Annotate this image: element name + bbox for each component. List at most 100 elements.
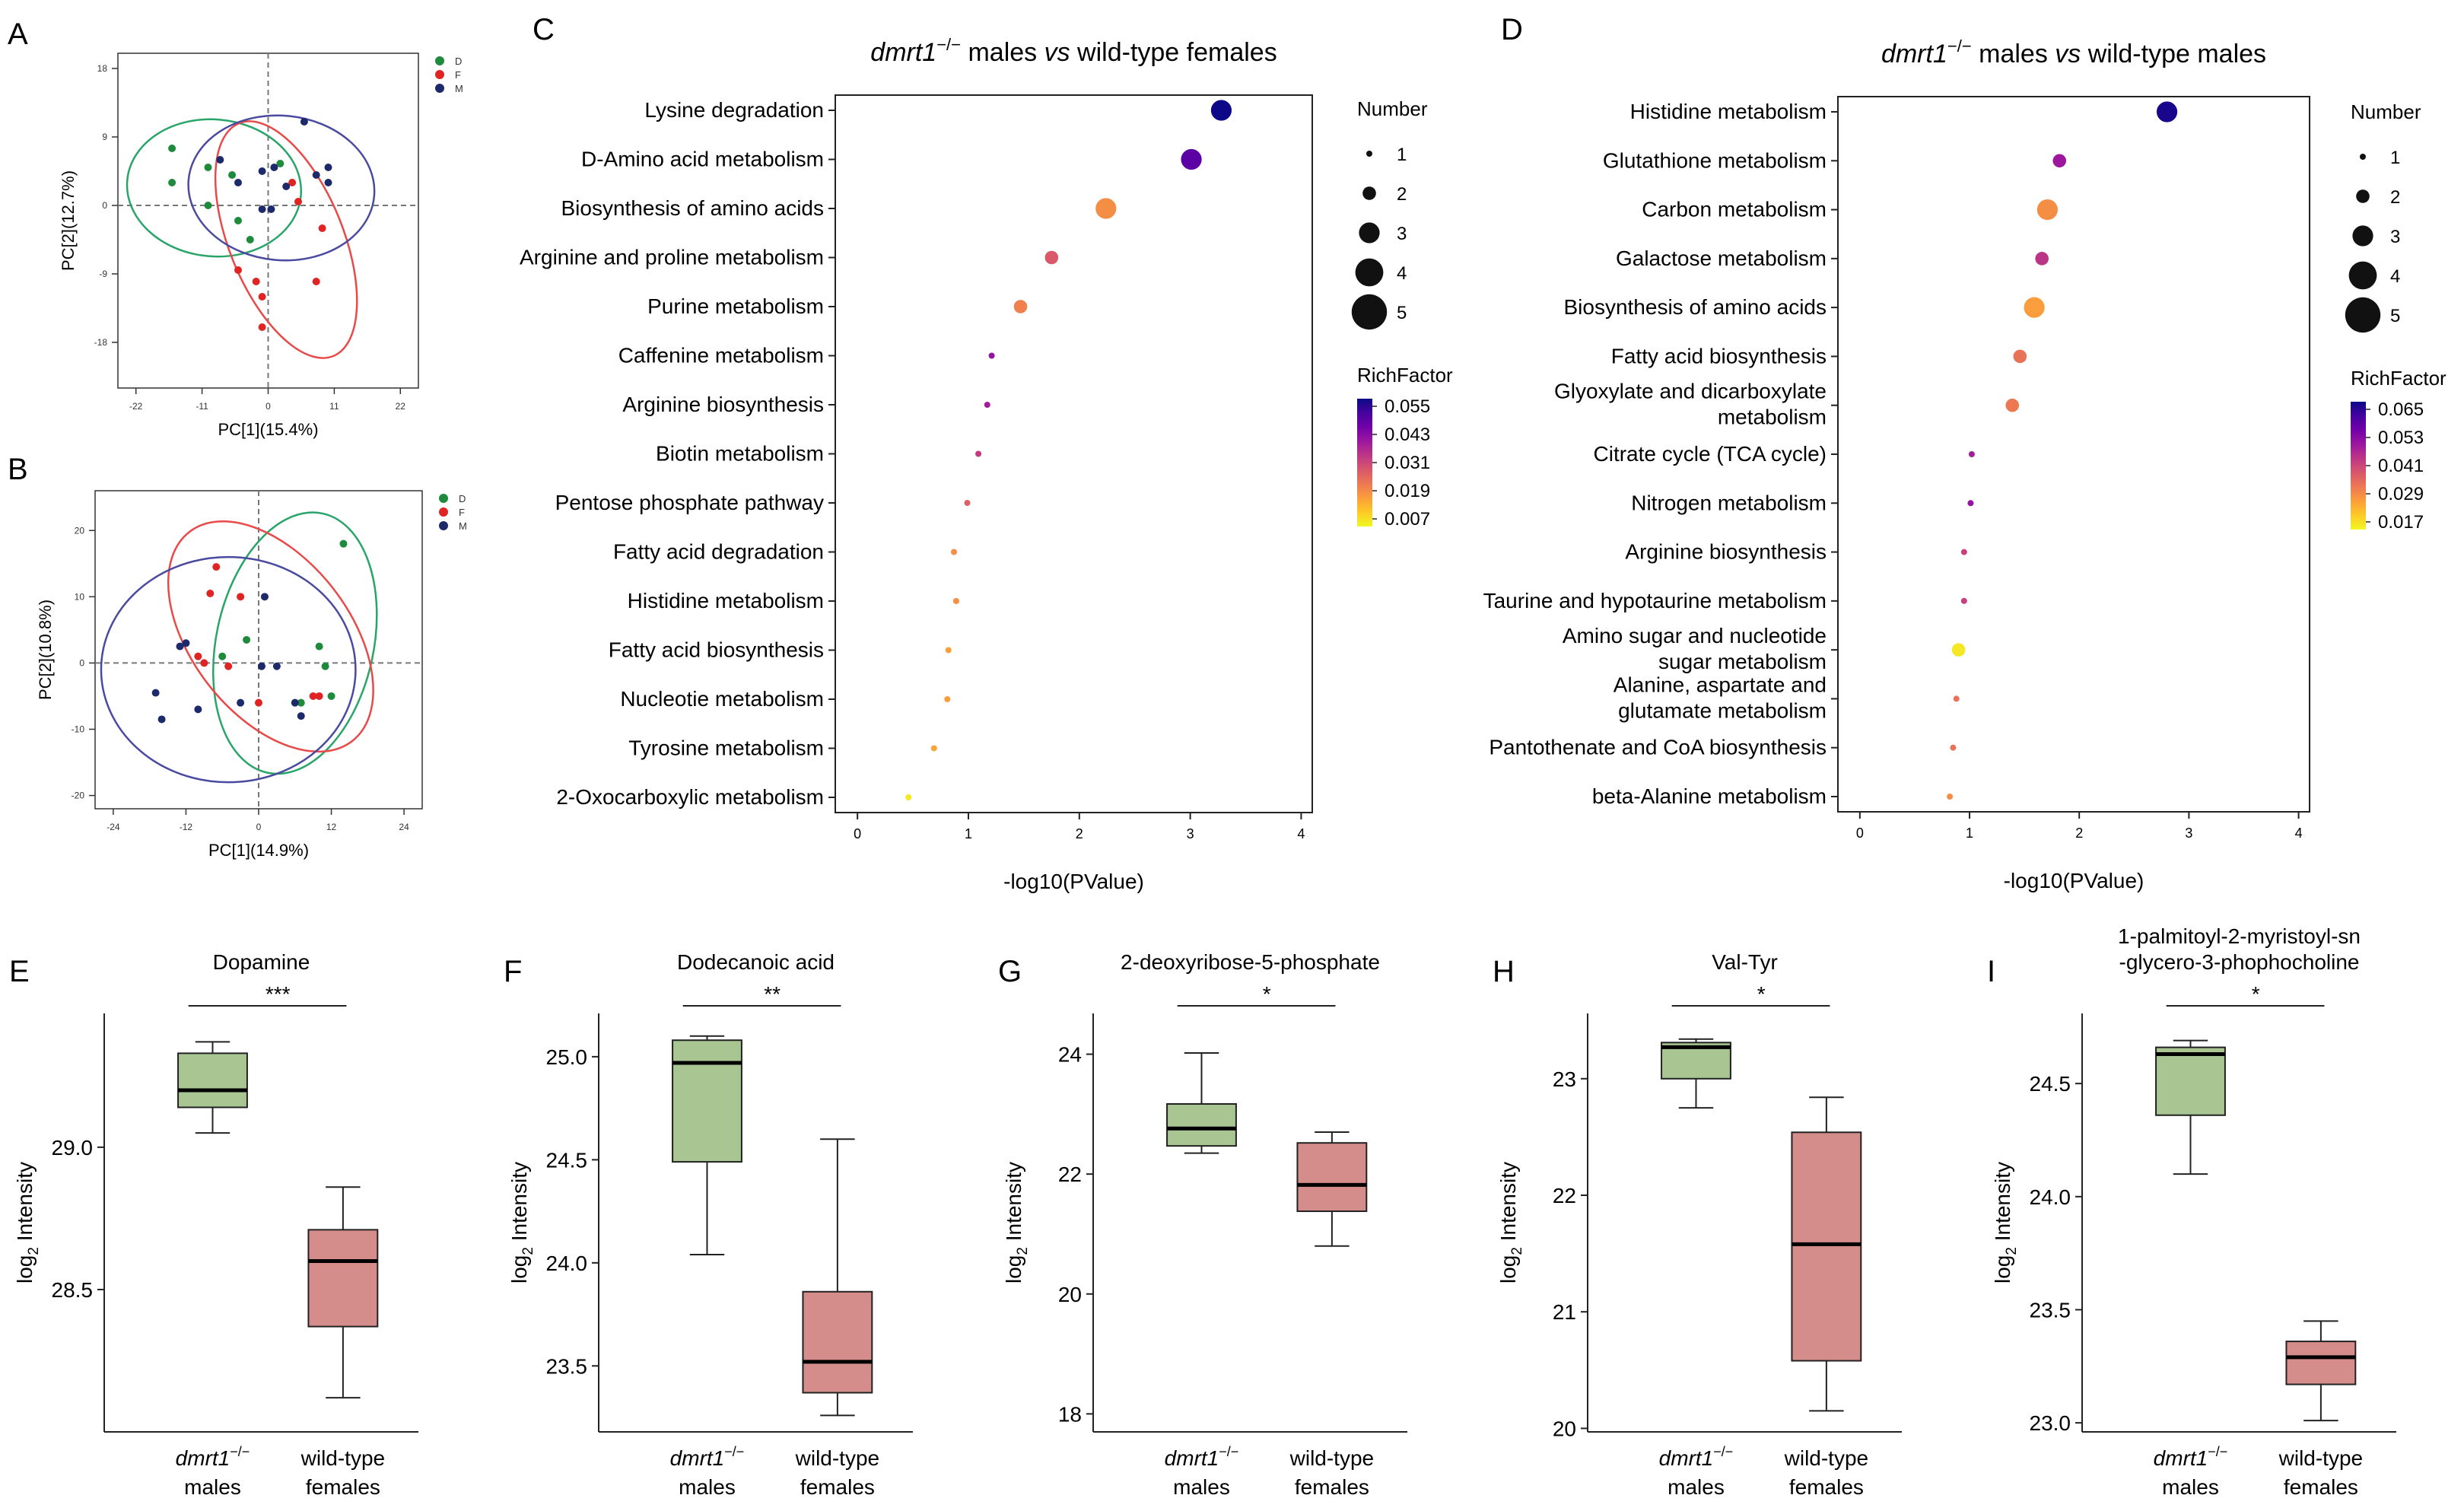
y-axis-label: PC[2](10.8%) (36, 600, 55, 700)
y-tick-label: 28.5 (52, 1278, 94, 1302)
panel-letter-g: G (998, 955, 1022, 988)
category-label: Nitrogen metabolism (1631, 491, 1827, 514)
box-panel-i: 23.0 23.5 24.0 24.5 log2 Intensity 1-palmitoy… (1991, 924, 2396, 1499)
y-tick-label: 24.0 (2030, 1185, 2071, 1209)
y-tick-label: 23.5 (2030, 1298, 2071, 1322)
bubble (2013, 349, 2027, 364)
data-point-m (297, 712, 305, 721)
panel-letter-f: F (504, 955, 522, 988)
y-label-base: 2 (520, 1247, 536, 1255)
group-label-sup: −/− (724, 1444, 744, 1459)
size-legend-label: 3 (2390, 227, 2400, 247)
x-tick-label: 24 (399, 822, 409, 832)
panel-letter-c: C (533, 13, 555, 46)
category-label-line: Biotin metabolism (656, 442, 824, 466)
group-label-line1: wild-type (1784, 1446, 1868, 1470)
data-point-m (260, 593, 269, 601)
y-tick-label: 25.0 (546, 1045, 588, 1069)
box (307, 1229, 379, 1328)
category-label-line: Fatty acid degradation (613, 540, 824, 564)
x-tick-label: -22 (129, 401, 143, 412)
x-tick-label: 0 (854, 826, 861, 841)
x-tick-label: 3 (2185, 825, 2192, 841)
category-label-line: Citrate cycle (TCA cycle) (1594, 442, 1827, 466)
category-label-line: Nitrogen metabolism (1631, 491, 1827, 514)
legend-label: M (459, 520, 467, 532)
data-point-m (257, 662, 265, 670)
y-label-base: 2 (2004, 1247, 2020, 1255)
data-point-d (228, 171, 237, 179)
bubble (951, 549, 958, 555)
size-legend-label: 1 (1397, 145, 1407, 165)
category-label-line: sugar metabolism (1658, 650, 1827, 673)
title-gene: dmrt1 (870, 38, 936, 67)
data-point-f (200, 659, 208, 667)
data-point-f (212, 563, 221, 571)
box (177, 1052, 248, 1109)
category-label: Amino sugar and nucleotide sugar metaboli… (1563, 624, 1827, 673)
panel-letter-a: A (8, 17, 28, 51)
category-label: beta-Alanine metabolism (1592, 784, 1827, 808)
y-tick-label: -20 (72, 790, 85, 801)
title-line: Dopamine (213, 950, 310, 974)
box (1791, 1131, 1862, 1362)
title-gene: dmrt1 (1881, 40, 1947, 68)
y-tick-label: 18 (97, 63, 108, 74)
legend-marker-m (435, 84, 444, 93)
data-point-d (204, 164, 212, 171)
y-label-intensity: Intensity (13, 1162, 37, 1247)
y-label-base: 2 (1509, 1247, 1525, 1255)
data-point-f (312, 278, 320, 285)
category-label: Glyoxylate and dicarboxylate metabolism (1554, 380, 1827, 429)
category-label-line: glutamate metabolism (1618, 698, 1827, 722)
group-label-line1: wild-type (795, 1446, 879, 1470)
group-label-sup: −/− (1219, 1444, 1238, 1459)
size-legend-label: 2 (1397, 184, 1407, 205)
category-label-line: Arginine biosynthesis (1625, 540, 1827, 564)
y-tick-label: 23 (1553, 1067, 1576, 1091)
y-label-base: 2 (1015, 1247, 1031, 1255)
y-tick-label: 24 (1058, 1043, 1082, 1067)
category-label-line: Lysine degradation (644, 98, 824, 122)
data-point-f (252, 278, 260, 285)
y-tick-label: 9 (102, 132, 107, 142)
size-legend-marker (2356, 189, 2370, 203)
box-panel-e: 28.5 29.0 log2 Intensity Dopamine dmrt1−/− ma… (13, 950, 418, 1499)
y-tick-label: 0 (102, 200, 107, 211)
group-label-sup: −/− (1713, 1444, 1733, 1459)
bubble (945, 647, 952, 654)
group-label-line1: wild-type (1289, 1446, 1374, 1470)
bubble (1210, 100, 1232, 121)
category-label-line: Purine metabolism (647, 294, 824, 318)
data-point-m (270, 164, 278, 171)
category-label-line: Carbon metabolism (1642, 198, 1827, 221)
category-label: Lysine degradation (644, 98, 824, 122)
panel-letter-e: E (9, 955, 30, 988)
legend-label: F (455, 69, 461, 81)
box (802, 1290, 873, 1394)
chart-title: dmrt1−/− males vs wild-type males (1881, 37, 2266, 68)
group-label-sup: −/− (230, 1444, 250, 1459)
x-tick-label: -12 (180, 822, 193, 832)
colorbar-tick-label: 0.017 (2378, 512, 2424, 533)
category-label-line: Taurine and hypotaurine metabolism (1483, 589, 1827, 612)
confidence-ellipse-m (100, 555, 357, 784)
category-label-line: Pantothenate and CoA biosynthesis (1489, 736, 1827, 759)
x-tick-label: 4 (1297, 826, 1305, 841)
color-legend-title: RichFactor (2351, 367, 2447, 390)
y-tick-label: 22 (1553, 1184, 1576, 1207)
title-line: Dodecanoic acid (677, 950, 835, 974)
title-vs: vs (1044, 38, 1070, 67)
bubble (1181, 148, 1202, 170)
category-label: Biosynthesis of amino acids (1563, 295, 1827, 319)
bubble (975, 450, 982, 457)
bubble (1960, 597, 1967, 604)
group-label-genotype: dmrt1−/− (670, 1444, 745, 1470)
group-label-gene: dmrt1 (2154, 1446, 2208, 1470)
data-point-d (339, 539, 348, 548)
bubble (1013, 300, 1028, 313)
colorbar-tick-label: 0.053 (2378, 428, 2424, 448)
y-tick-label: 24.0 (546, 1252, 588, 1275)
data-point-m (312, 171, 320, 179)
size-legend-label: 2 (2390, 187, 2400, 208)
